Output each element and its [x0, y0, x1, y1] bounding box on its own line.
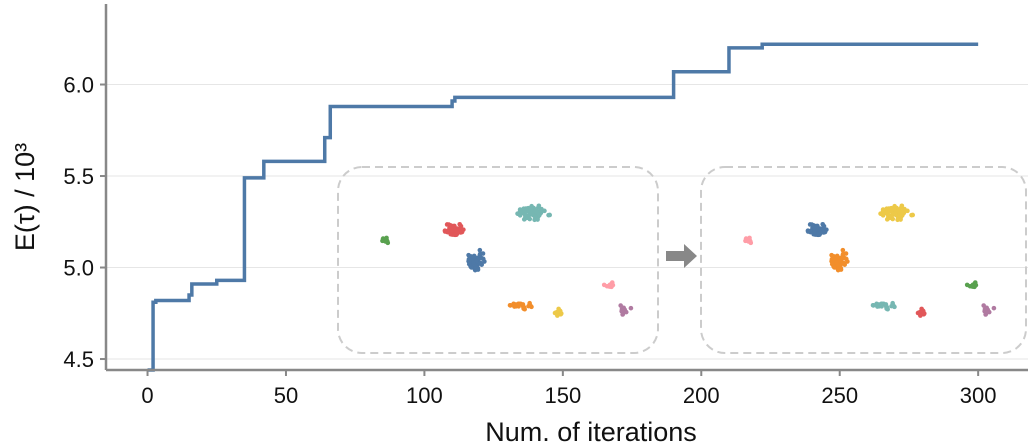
inset-point: [449, 225, 454, 230]
inset-point: [895, 214, 901, 219]
clustering-inset: [337, 166, 1027, 354]
inset-point: [628, 305, 634, 311]
inset-point: [457, 221, 462, 227]
inset-point: [899, 203, 905, 209]
inset-point: [812, 225, 817, 230]
inset-point: [508, 303, 513, 308]
inset-point: [557, 308, 563, 314]
inset-point: [446, 222, 452, 227]
inset-point: [601, 282, 607, 288]
inset-point: [482, 259, 487, 264]
inset-point: [746, 239, 751, 244]
inset-point: [747, 235, 752, 241]
gridlines: [106, 84, 1028, 360]
inset-panel-after: [700, 166, 1027, 354]
inset-point: [534, 209, 540, 215]
inset-point: [986, 309, 992, 315]
inset-point: [383, 239, 388, 244]
inset-point: [520, 304, 526, 309]
x-axis-label: Num. of iterations: [485, 417, 697, 444]
y-tick-label: 5.5: [63, 164, 94, 189]
inset-point: [905, 208, 910, 214]
inset-point: [532, 214, 538, 219]
inset-point: [820, 221, 825, 227]
inset-point: [618, 303, 623, 308]
inset-point: [807, 229, 813, 234]
y-tick-label: 5.0: [63, 256, 94, 281]
inset-point: [621, 305, 626, 311]
inset-point: [983, 311, 989, 317]
inset-panel-before: [337, 166, 659, 354]
x-tick-label: 250: [821, 383, 858, 408]
inset-point: [466, 252, 471, 258]
inset-point: [523, 206, 529, 211]
x-tick-label: 0: [141, 383, 153, 408]
inset-point: [607, 284, 612, 289]
inset-point: [841, 260, 846, 266]
inset-point: [471, 253, 477, 259]
inset-point: [879, 211, 884, 217]
inset-point: [964, 282, 970, 288]
x-tick-label: 200: [683, 383, 720, 408]
inset-point: [834, 259, 839, 265]
inset-point: [829, 261, 835, 267]
inset-point: [526, 214, 531, 220]
inset-point: [529, 203, 534, 209]
inset-point: [477, 247, 483, 253]
inset-point: [981, 303, 986, 308]
inset-point: [477, 251, 483, 257]
series-line: [147, 42, 979, 372]
inset-point: [840, 251, 846, 257]
y-axis-label: E(τ) / 10³: [10, 143, 40, 251]
inset-point: [845, 259, 850, 264]
inset-point: [889, 214, 894, 220]
inset-point: [829, 252, 834, 258]
inset-point: [897, 209, 903, 215]
x-tick-label: 300: [960, 383, 997, 408]
x-ticks: 0 50 100 150 200 250 300: [141, 370, 997, 408]
inset-point: [547, 212, 553, 218]
inset-point: [984, 305, 989, 311]
inset-point: [892, 203, 897, 209]
inset-point: [910, 212, 916, 218]
y-tick-label: 4.5: [63, 347, 94, 372]
inset-point: [871, 303, 876, 308]
x-tick-label: 50: [274, 383, 298, 408]
inset-point: [516, 211, 521, 217]
inset-point: [918, 313, 923, 318]
inset-point: [809, 222, 815, 227]
inset-point: [970, 284, 975, 289]
inset-arrow: [666, 244, 697, 268]
inset-panel-border: [700, 166, 1027, 354]
inset-point: [526, 303, 531, 309]
x-tick-label: 150: [544, 383, 581, 408]
inset-point: [542, 208, 547, 214]
inset-point: [471, 259, 476, 265]
inset-point: [555, 313, 560, 318]
inset-point: [879, 301, 884, 307]
inset-point: [444, 229, 450, 234]
y-tick-label: 6.0: [63, 73, 94, 98]
inset-point: [920, 308, 926, 314]
y-ticks: 4.5 5.0 5.5 6.0: [63, 73, 106, 372]
inset-point: [516, 301, 521, 307]
inset-point: [991, 305, 997, 311]
inset-point: [840, 247, 846, 253]
inset-point: [536, 203, 542, 209]
inset-point: [834, 253, 840, 259]
inset-panel-border: [337, 166, 659, 354]
inset-point: [384, 235, 389, 241]
inset-point: [620, 311, 626, 317]
inset-point: [815, 232, 821, 238]
inset-point: [889, 303, 894, 309]
inset-point: [452, 232, 458, 238]
inset-point: [886, 206, 892, 211]
inset-point: [623, 309, 629, 315]
x-tick-label: 100: [406, 383, 443, 408]
inset-point: [466, 261, 472, 267]
inset-point: [478, 260, 483, 266]
inset-point: [883, 304, 889, 309]
